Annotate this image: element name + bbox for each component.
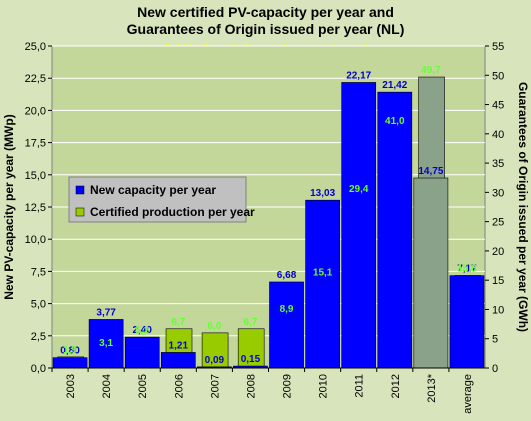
- capacity-bar: [52, 357, 88, 369]
- left-tick-label: 5,0: [31, 299, 46, 311]
- production-value-label: 5,2: [135, 326, 149, 337]
- production-value-label: 49,7: [421, 65, 441, 76]
- x-tick-label: 2003: [65, 374, 77, 398]
- right-tick-label: 50: [492, 70, 504, 82]
- left-tick-label: 2,5: [31, 331, 46, 343]
- bar-value-labels: 0,801,9 3,77 3,1 2,405,2 1,21 6,7 0,09 6,0 0,15 6…: [60, 65, 477, 366]
- capacity-bar: [124, 336, 160, 369]
- production-bar: [237, 328, 265, 369]
- capacity-value-label: 2,40: [132, 325, 152, 336]
- production-value-label: 6,7: [244, 317, 258, 328]
- capacity-value-label: 22,17: [346, 70, 371, 81]
- legend-box: [68, 176, 247, 223]
- capacity-bar: [269, 281, 304, 369]
- right-tick-label: 15: [492, 275, 504, 287]
- production-value-label: 41,0: [385, 116, 405, 127]
- production-value-label: 15,8: [457, 263, 477, 274]
- right-tick-label: 20: [492, 246, 504, 258]
- left-tick-label: 12,5: [25, 202, 46, 214]
- x-tick-label: 2005: [137, 374, 149, 398]
- left-tick-label: 25,0: [25, 41, 46, 53]
- left-tick-label: 17,5: [25, 138, 46, 150]
- x-tick-label: average: [462, 374, 474, 414]
- left-axis-ticks: 0,0 2,5 5,0 7,5 10,0 12,5 15,0 17,5 20,0 22,5 25,0: [25, 41, 52, 375]
- legend-label-capacity: New capacity per year: [90, 183, 216, 197]
- x-tick-label: 2006: [173, 374, 185, 398]
- legend-label-production: Certified production per year: [90, 205, 255, 219]
- right-tick-label: 40: [492, 129, 504, 141]
- y-axis-right-label: Guarantees of Origin issued per year (GW…: [516, 82, 530, 332]
- capacity-value-label: 6,68: [277, 270, 297, 281]
- capacity-bar: [377, 91, 413, 369]
- capacity-value-label: 7,17: [457, 264, 477, 275]
- left-tick-label: 10,0: [25, 234, 46, 246]
- right-tick-label: 25: [492, 217, 504, 229]
- capacity-value-label: 0,09: [205, 355, 225, 366]
- capacity-bar: [449, 275, 485, 369]
- chart-title-line-2: Guarantees of Origin issued per year (NL…: [126, 21, 405, 37]
- capacity-bar: [305, 199, 340, 369]
- x-tick-label: 2007: [209, 374, 221, 398]
- right-tick-label: 45: [492, 100, 504, 112]
- production-value-label: 29,4: [349, 184, 369, 195]
- x-tick-label: 2009: [282, 374, 294, 398]
- capacity-value-label: 3,77: [96, 307, 116, 318]
- production-value-label: 1,9: [63, 345, 77, 356]
- production-value-label: 6,7: [171, 317, 185, 328]
- x-tick-label: 2011: [354, 374, 366, 398]
- legend-swatch-capacity: [75, 185, 85, 195]
- legend-swatch-production: [75, 207, 85, 217]
- capacity-bar: [88, 319, 124, 369]
- production-value-label: 8,9: [280, 304, 294, 315]
- capacity-bars: [52, 82, 485, 369]
- right-tick-label: 35: [492, 158, 504, 170]
- right-tick-label: 55: [492, 41, 504, 53]
- production-value-label: 6,0: [207, 321, 221, 332]
- production-value-label: 3,1: [99, 338, 113, 349]
- capacity-value-label: 0,80: [60, 346, 80, 357]
- left-tick-label: 0,0: [31, 363, 46, 375]
- capacity-value-label: 13,03: [310, 188, 335, 199]
- capacity-value-label: 0,15: [241, 354, 261, 365]
- y-axis-left-label: New PV-capacity per year (MWp): [2, 114, 16, 299]
- right-tick-label: 0: [492, 363, 498, 375]
- capacity-bar: [160, 352, 196, 369]
- x-tick-label: 2004: [101, 374, 113, 398]
- capacity-value-label: 14,75: [418, 166, 443, 177]
- left-tick-label: 7,5: [31, 266, 46, 278]
- capacity-value-label: 21,42: [382, 80, 407, 91]
- x-tick-label: 2013*: [426, 373, 438, 402]
- x-axis-ticks: 2003 2004 2005 2006 2007 2008 2009 2010 2011 2012…: [51, 368, 474, 414]
- capacity-bar: [341, 82, 377, 369]
- x-tick-label: 2008: [245, 374, 257, 398]
- chart-title-line-1: New certified PV-capacity per year and: [137, 4, 394, 20]
- x-tick-label: 2012: [390, 374, 402, 398]
- left-tick-label: 22,5: [25, 73, 46, 85]
- x-tick-label: 2010: [318, 374, 330, 398]
- right-tick-label: 10: [492, 304, 504, 316]
- capacity-value-label: 1,21: [169, 340, 189, 351]
- right-tick-label: 30: [492, 187, 504, 199]
- capacity-bar: [413, 177, 449, 369]
- production-value-label: 15,1: [313, 268, 333, 279]
- left-tick-label: 20,0: [25, 105, 46, 117]
- right-tick-label: 5: [492, 334, 498, 346]
- right-axis-ticks: 0 5 10 15 20 25 30 35 40 45 50 55: [485, 41, 504, 375]
- legend: New capacity per year Certified producti…: [68, 176, 255, 223]
- left-tick-label: 15,0: [25, 170, 46, 182]
